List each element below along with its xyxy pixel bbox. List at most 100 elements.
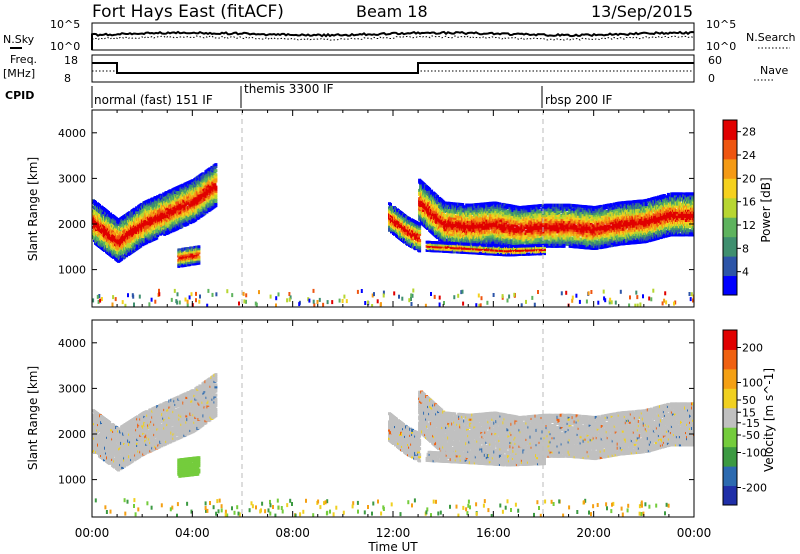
echo-cell — [443, 236, 447, 240]
echo-cell — [418, 230, 422, 234]
echo-cell — [470, 217, 474, 221]
echo-cell — [169, 230, 173, 234]
echo-cell — [160, 224, 164, 228]
echo-cell — [462, 211, 466, 215]
echo-cell — [422, 211, 426, 215]
echo-cell — [186, 197, 190, 201]
echo-cell — [149, 235, 153, 239]
echo-cell — [418, 241, 422, 245]
echo-cell — [484, 202, 488, 206]
nave-line — [92, 70, 694, 74]
echo-cell — [490, 210, 494, 213]
echo-cell — [176, 200, 180, 204]
echo-cell — [176, 204, 180, 208]
echo-cell — [197, 257, 201, 261]
echo-cell — [186, 247, 190, 250]
echo-cell — [469, 224, 473, 228]
echo-cell — [488, 208, 492, 212]
echo-cell — [450, 212, 454, 216]
echo-cell — [160, 201, 164, 205]
echo-cell — [161, 227, 165, 231]
echo-cell — [489, 201, 493, 205]
echo-cell — [162, 192, 166, 196]
nsky-tick-top: 10^5 — [50, 18, 80, 31]
echo-cell — [98, 232, 101, 236]
echo-cell — [176, 194, 180, 198]
echo-cell — [119, 242, 123, 246]
echo-cell — [444, 215, 448, 219]
station-title: Fort Hays East (fitACF) — [92, 2, 284, 22]
echo-cell — [446, 222, 450, 226]
echo-cell — [169, 199, 173, 203]
echo-cell — [480, 241, 484, 245]
echo-cell — [462, 219, 466, 223]
echo-cell — [148, 233, 152, 237]
echo-cell — [475, 231, 479, 235]
echo-cell — [419, 200, 423, 204]
echo-cell — [155, 199, 159, 203]
echo-cell — [394, 206, 397, 210]
echo-cell — [156, 232, 160, 235]
echo-cell — [458, 221, 462, 225]
echo-cell — [187, 215, 191, 219]
echo-cell — [214, 191, 218, 195]
echo-cell — [214, 179, 218, 183]
echo-cell — [180, 188, 184, 192]
nave-tick-bottom: 0 — [708, 72, 715, 85]
echo-cell — [450, 222, 454, 226]
echo-cell — [166, 223, 170, 227]
echo-cell — [163, 230, 167, 234]
echo-cell — [183, 253, 187, 257]
nave-label: Nave — [760, 64, 788, 77]
echo-cell — [466, 222, 470, 226]
echo-cell — [388, 228, 391, 232]
echo-cell — [475, 213, 479, 217]
echo-cell — [467, 238, 471, 242]
echo-cell — [448, 220, 452, 224]
echo-cell — [418, 239, 422, 243]
echo-cell — [157, 211, 161, 215]
echo-cell — [173, 203, 177, 207]
echo-cell — [444, 238, 448, 242]
echo-cell — [214, 193, 218, 197]
echo-cell — [179, 221, 183, 225]
echo-cell — [482, 237, 486, 241]
echo-cell — [145, 220, 149, 224]
echo-cell — [189, 190, 193, 194]
echo-cell — [448, 238, 452, 242]
echo-cell — [191, 193, 195, 197]
echo-cell — [197, 249, 201, 253]
echo-cell — [477, 217, 481, 221]
echo-cell — [197, 245, 201, 249]
echo-cell — [483, 206, 487, 210]
echo-cell — [450, 230, 454, 234]
echo-cell — [171, 198, 175, 202]
echo-cell — [457, 223, 461, 227]
echo-cell — [154, 202, 158, 206]
echo-cell — [432, 201, 436, 205]
echo-cell — [448, 224, 452, 228]
echo-cell — [158, 212, 162, 216]
echo-cell — [445, 230, 449, 234]
echo-cell — [142, 203, 146, 207]
echo-cell — [441, 228, 445, 232]
echo-cell — [214, 165, 218, 169]
echo-cell — [172, 220, 176, 224]
echo-cell — [182, 203, 186, 207]
echo-cell — [185, 253, 189, 257]
echo-cell — [488, 206, 492, 209]
echo-cell — [444, 218, 448, 221]
echo-cell — [163, 216, 167, 220]
echo-cell — [501, 229, 505, 233]
echo-cell — [158, 216, 162, 220]
echo-cell — [480, 219, 484, 223]
echo-cell — [411, 239, 415, 243]
echo-cell — [157, 225, 161, 229]
echo-cell — [214, 163, 218, 167]
echo-cell — [169, 189, 173, 193]
echo-cell — [455, 235, 459, 239]
echo-cell — [103, 240, 106, 244]
echo-cell — [418, 243, 422, 247]
echo-cell — [487, 218, 491, 222]
nave-tick-top: 60 — [708, 54, 722, 67]
